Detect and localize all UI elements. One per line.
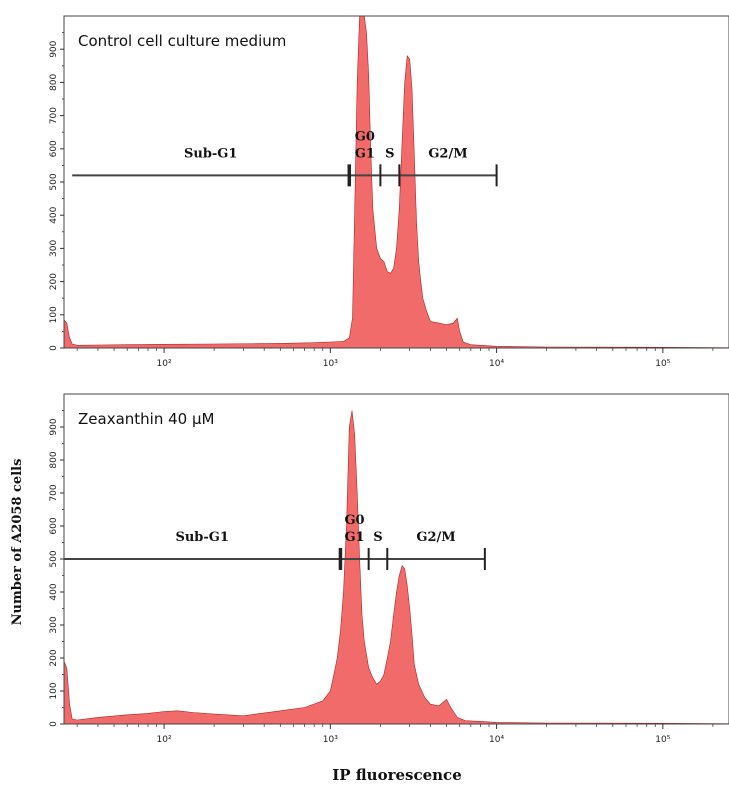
chart-panel-1: 0 100 200 300 400 500 600 700 800 900 10² 10³ 10⁴ 10⁵… <box>49 15 729 369</box>
region-label-1: Sub-G1 <box>184 146 237 161</box>
y-tick-label-400: 400 <box>49 583 59 600</box>
y-tick-label-500: 500 <box>49 550 59 567</box>
y-tick-label-300: 300 <box>49 616 59 633</box>
y-tick-label-0: 0 <box>49 345 59 351</box>
y-tick-label-0: 0 <box>49 721 59 727</box>
y-tick-label-600: 600 <box>49 517 59 534</box>
region-label-2: G1 <box>355 146 375 161</box>
y-tick-label-400: 400 <box>49 206 59 223</box>
x-axis-title: IP fluorescence <box>332 766 462 784</box>
y-tick-label-700: 700 <box>49 484 59 501</box>
chart-panel-2: 0 100 200 300 400 500 600 700 800 900 10² 10³ 10⁴ 10⁵… <box>49 393 729 745</box>
region-label-2: G1 <box>344 530 364 545</box>
x-tick-label: 10⁴ <box>489 735 504 745</box>
panels: 0 100 200 300 400 500 600 700 800 900 10² 10³ 10⁴ 10⁵… <box>49 15 729 745</box>
y-tick-label-800: 800 <box>49 74 59 91</box>
x-tick-label: 10² <box>157 735 172 745</box>
panel-title: Zeaxanthin 40 µM <box>78 410 214 428</box>
y-tick-label-100: 100 <box>49 306 59 323</box>
x-tick-label: 10⁵ <box>655 359 670 369</box>
x-tick-label: 10³ <box>323 359 338 369</box>
y-axis-title: Number of A2058 cells <box>10 459 25 626</box>
y-tick-label-800: 800 <box>49 451 59 468</box>
y-tick-label-300: 300 <box>49 240 59 257</box>
y-tick-label-900: 900 <box>49 40 59 57</box>
y-tick-label-900: 900 <box>49 418 59 435</box>
y-tick-label-500: 500 <box>49 173 59 190</box>
x-tick-label: 10³ <box>323 735 338 745</box>
y-tick-label-200: 200 <box>49 273 59 290</box>
y-tick-label-700: 700 <box>49 107 59 124</box>
histogram-area-1 <box>64 16 729 348</box>
region-label-4: G2/M <box>428 146 467 161</box>
histogram-area-1 <box>64 410 729 724</box>
x-tick-label: 10² <box>157 359 172 369</box>
region-label-3: S <box>373 530 382 545</box>
y-tick-label-600: 600 <box>49 140 59 157</box>
region-label-2: G0 <box>355 129 375 144</box>
panel-title: Control cell culture medium <box>78 32 286 50</box>
y-tick-label-200: 200 <box>49 649 59 666</box>
region-label-4: G2/M <box>416 530 455 545</box>
y-tick-label-100: 100 <box>49 682 59 699</box>
x-tick-label: 10⁴ <box>489 359 504 369</box>
x-tick-label: 10⁵ <box>655 735 670 745</box>
region-label-1: Sub-G1 <box>175 530 228 545</box>
region-label-2: G0 <box>344 513 364 528</box>
region-label-3: S <box>385 146 394 161</box>
